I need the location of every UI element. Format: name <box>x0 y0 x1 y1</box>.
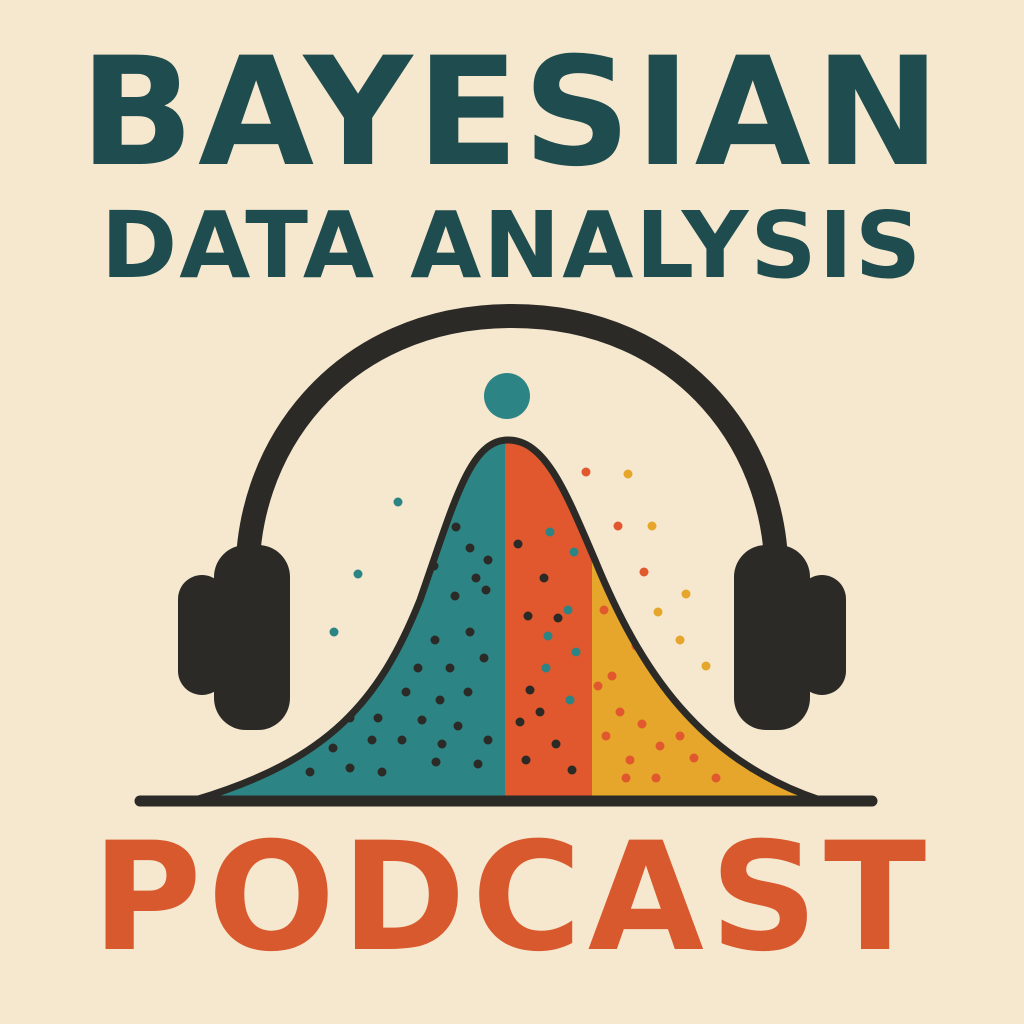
speckle-dot <box>525 685 535 695</box>
speckle-dot <box>615 707 625 717</box>
speckle-dot <box>473 759 483 769</box>
speckle-dot <box>639 567 649 577</box>
speckle-dot <box>621 773 631 783</box>
speckle-dot <box>655 741 665 751</box>
speckle-dot <box>328 743 338 753</box>
speckle-dot <box>417 715 427 725</box>
title-data-analysis: DATA ANALYSIS <box>100 192 924 299</box>
speckle-dot <box>329 627 339 637</box>
top-dot-icon <box>484 373 530 419</box>
speckle-dot <box>539 573 549 583</box>
speckle-dot <box>451 522 461 532</box>
speckle-dot <box>689 753 699 763</box>
speckle-dot <box>675 635 685 645</box>
speckle-dot <box>563 605 573 615</box>
speckle-dot <box>430 635 440 645</box>
speckle-dot <box>435 695 445 705</box>
speckle-dot <box>599 605 609 615</box>
speckle-dot <box>479 653 489 663</box>
speckle-dot <box>413 663 423 673</box>
speckle-dot <box>711 773 721 783</box>
headphones-icon <box>178 303 846 730</box>
speckle-dot <box>545 527 555 537</box>
speckle-dot <box>701 661 711 671</box>
speckle-dot <box>535 707 545 717</box>
speckle-dot <box>393 497 403 507</box>
speckle-dot <box>465 543 475 553</box>
speckle-dot <box>463 687 473 697</box>
speckle-dot <box>581 467 591 477</box>
podcast-label: PODCAST <box>91 811 933 985</box>
speckle-dot <box>571 647 581 657</box>
speckle-dot <box>483 735 493 745</box>
speckle-dot <box>675 731 685 741</box>
speckle-dot <box>569 547 579 557</box>
speckle-dot <box>565 695 575 705</box>
speckle-dot <box>523 611 533 621</box>
speckle-dot <box>521 755 531 765</box>
speckle-dot <box>345 763 355 773</box>
speckle-dot <box>607 671 617 681</box>
speckle-dot <box>653 607 663 617</box>
speckle-dot <box>613 521 623 531</box>
speckle-dot <box>437 739 447 749</box>
speckle-dot <box>450 591 460 601</box>
speckle-dot <box>373 713 383 723</box>
speckle-dot <box>377 767 387 777</box>
speckle-dot <box>637 719 647 729</box>
speckle-dot <box>513 539 523 549</box>
speckle-dot <box>453 721 463 731</box>
speckle-dot <box>567 765 577 775</box>
speckle-dot <box>625 755 635 765</box>
speckle-dot <box>481 585 491 595</box>
speckle-dot <box>367 735 377 745</box>
speckle-dot <box>397 735 407 745</box>
speckle-dot <box>623 469 633 479</box>
speckle-dot <box>407 593 417 603</box>
speckle-dot <box>465 627 475 637</box>
speckle-dot <box>401 687 411 697</box>
title-bayesian: BAYESIAN <box>79 26 945 200</box>
speckle-dot <box>305 767 315 777</box>
speckle-dot <box>541 663 551 673</box>
speckle-dot <box>471 573 481 583</box>
speckle-dot <box>483 555 493 565</box>
speckle-dot <box>515 717 525 727</box>
speckle-dot <box>431 757 441 767</box>
speckle-dot <box>681 589 691 599</box>
speckle-dot <box>553 613 563 623</box>
speckle-dot <box>601 731 611 741</box>
speckle-dot <box>543 631 553 641</box>
speckle-dot <box>353 569 363 579</box>
speckle-dot <box>593 681 603 691</box>
speckle-dot <box>651 773 661 783</box>
speckle-dot <box>445 663 455 673</box>
speckle-dot <box>551 739 561 749</box>
speckle-dot <box>647 521 657 531</box>
